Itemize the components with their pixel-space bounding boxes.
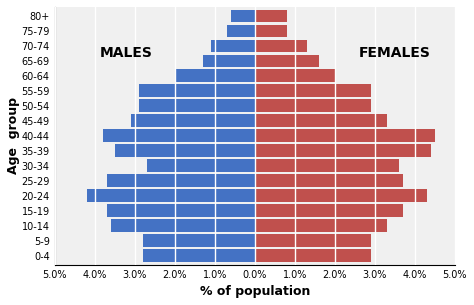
Y-axis label: Age  group: Age group bbox=[7, 97, 20, 174]
Bar bbox=[255, 129, 435, 142]
Bar bbox=[203, 55, 255, 67]
Bar bbox=[255, 99, 371, 112]
Bar bbox=[255, 40, 307, 52]
Bar bbox=[255, 234, 371, 247]
Bar bbox=[102, 129, 255, 142]
Bar bbox=[255, 204, 403, 217]
Bar bbox=[143, 249, 255, 262]
Bar bbox=[210, 40, 255, 52]
Bar bbox=[138, 84, 255, 97]
Bar bbox=[227, 24, 255, 37]
Bar bbox=[231, 9, 255, 22]
Bar bbox=[131, 114, 255, 127]
Bar bbox=[255, 174, 403, 187]
Bar bbox=[255, 160, 399, 172]
Bar bbox=[107, 174, 255, 187]
X-axis label: % of population: % of population bbox=[200, 285, 310, 298]
Bar bbox=[138, 99, 255, 112]
Bar bbox=[107, 204, 255, 217]
Bar bbox=[115, 144, 255, 157]
Bar bbox=[255, 144, 431, 157]
Bar bbox=[255, 189, 427, 202]
Bar bbox=[255, 55, 319, 67]
Bar bbox=[255, 219, 387, 232]
Bar bbox=[255, 114, 387, 127]
Text: MALES: MALES bbox=[100, 46, 153, 60]
Bar bbox=[146, 160, 255, 172]
Bar bbox=[143, 234, 255, 247]
Bar bbox=[255, 84, 371, 97]
Bar bbox=[174, 70, 255, 82]
Bar bbox=[255, 24, 287, 37]
Bar bbox=[255, 70, 335, 82]
Bar bbox=[255, 9, 287, 22]
Text: FEMALES: FEMALES bbox=[359, 46, 431, 60]
Bar bbox=[255, 249, 371, 262]
Bar bbox=[110, 219, 255, 232]
Bar bbox=[87, 189, 255, 202]
